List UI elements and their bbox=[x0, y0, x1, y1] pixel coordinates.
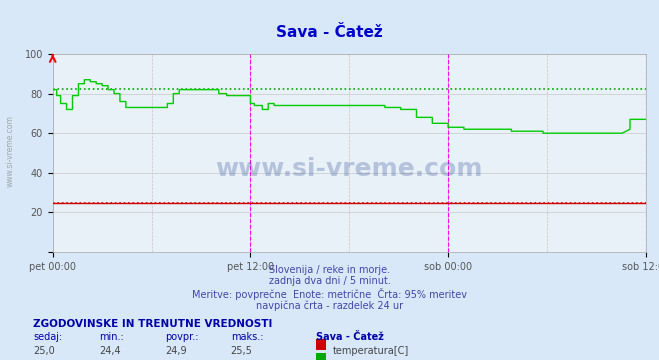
Text: povpr.:: povpr.: bbox=[165, 332, 198, 342]
Text: maks.:: maks.: bbox=[231, 332, 263, 342]
Text: ZGODOVINSKE IN TRENUTNE VREDNOSTI: ZGODOVINSKE IN TRENUTNE VREDNOSTI bbox=[33, 319, 272, 329]
Text: 25,0: 25,0 bbox=[33, 346, 55, 356]
Text: navpična črta - razdelek 24 ur: navpična črta - razdelek 24 ur bbox=[256, 300, 403, 311]
Text: min.:: min.: bbox=[99, 332, 124, 342]
Text: zadnja dva dni / 5 minut.: zadnja dva dni / 5 minut. bbox=[269, 276, 390, 287]
Text: 24,4: 24,4 bbox=[99, 346, 121, 356]
Text: www.si-vreme.com: www.si-vreme.com bbox=[215, 157, 483, 181]
Text: Slovenija / reke in morje.: Slovenija / reke in morje. bbox=[269, 265, 390, 275]
Text: temperatura[C]: temperatura[C] bbox=[333, 346, 409, 356]
Text: 24,9: 24,9 bbox=[165, 346, 186, 356]
Text: Sava - Čatež: Sava - Čatež bbox=[316, 332, 384, 342]
Text: www.si-vreme.com: www.si-vreme.com bbox=[5, 115, 14, 187]
Text: 25,5: 25,5 bbox=[231, 346, 252, 356]
Text: Meritve: povprečne  Enote: metrične  Črta: 95% meritev: Meritve: povprečne Enote: metrične Črta:… bbox=[192, 288, 467, 300]
Text: sedaj:: sedaj: bbox=[33, 332, 62, 342]
Text: Sava - Čatež: Sava - Čatež bbox=[276, 25, 383, 40]
